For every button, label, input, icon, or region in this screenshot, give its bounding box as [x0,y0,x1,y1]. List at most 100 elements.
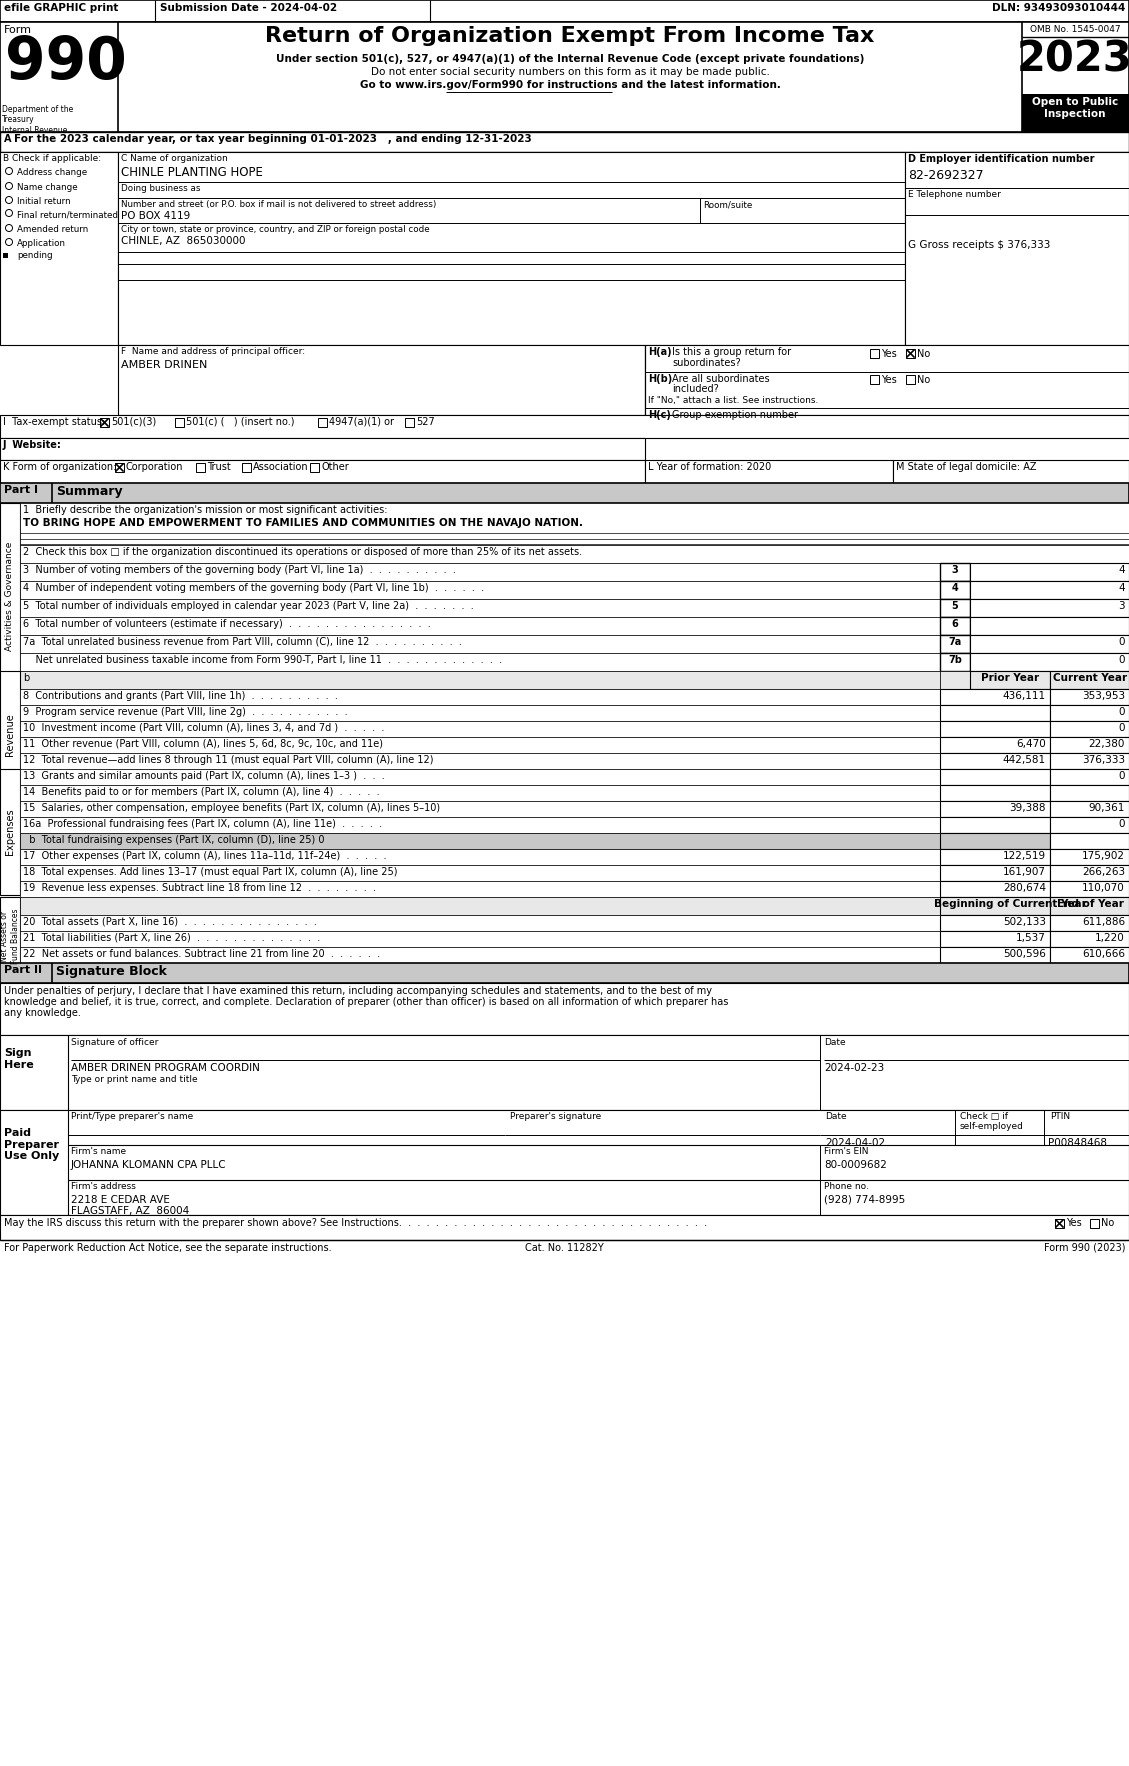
Text: E Telephone number: E Telephone number [908,191,1001,200]
Bar [0,984,1129,1035]
Text: (928) 774-8995: (928) 774-8995 [824,1196,905,1204]
Bar [310,463,320,472]
Bar [20,834,940,849]
Text: Under penalties of perjury, I declare that I have examined this return, includin: Under penalties of perjury, I declare th… [5,985,712,996]
Bar [20,786,940,802]
Text: 3: 3 [1119,600,1124,611]
Bar [196,463,205,472]
Bar [940,897,1050,915]
Text: May the IRS discuss this return with the preparer shown above? See Instructions.: May the IRS discuss this return with the… [5,1219,707,1227]
Bar [0,1035,1129,1111]
Text: AMBER DRINEN PROGRAM COORDIN: AMBER DRINEN PROGRAM COORDIN [71,1063,260,1074]
Bar [940,802,1050,818]
Text: 501(c)(3): 501(c)(3) [111,417,156,427]
Text: Yes: Yes [1066,1219,1082,1227]
Text: Phone no.: Phone no. [824,1181,869,1190]
Bar [20,546,1129,563]
Bar [905,350,914,358]
Text: Go to www.irs.gov/Form990 for instructions and the latest information.: Go to www.irs.gov/Form990 for instructio… [359,79,780,90]
Text: 501(c) (   ) (insert no.): 501(c) ( ) (insert no.) [186,417,295,427]
Bar [0,438,645,459]
Bar [1050,736,1129,752]
Bar [1050,689,1129,705]
Text: 5  Total number of individuals employed in calendar year 2023 (Part V, line 2a) : 5 Total number of individuals employed i… [23,600,474,611]
Text: Department of the
Treasury
Internal Revenue: Department of the Treasury Internal Reve… [2,104,73,134]
Bar [1050,947,1129,962]
Bar [1050,849,1129,865]
Bar [940,849,1050,865]
Text: Form: Form [5,25,32,35]
Text: F  Name and address of principal officer:: F Name and address of principal officer: [121,346,305,357]
Text: Prior Year: Prior Year [981,673,1039,683]
Text: 4: 4 [952,583,959,593]
Text: OMB No. 1545-0047: OMB No. 1545-0047 [1030,25,1120,34]
Bar [20,865,940,881]
Bar [940,818,1050,834]
Text: 2218 E CEDAR AVE: 2218 E CEDAR AVE [71,1196,169,1204]
Text: 122,519: 122,519 [1003,851,1045,862]
Text: 3  Number of voting members of the governing body (Part VI, line 1a)  .  .  .  .: 3 Number of voting members of the govern… [23,565,456,576]
Text: 175,902: 175,902 [1082,851,1124,862]
Text: Net Assets or
Fund Balances: Net Assets or Fund Balances [0,908,19,964]
Bar [940,689,1050,705]
Bar [893,459,1129,482]
Text: Doing business as: Doing business as [121,184,201,192]
Text: TO BRING HOPE AND EMPOWERMENT TO FAMILIES AND COMMUNITIES ON THE NAVAJO NATION.: TO BRING HOPE AND EMPOWERMENT TO FAMILIE… [23,517,583,528]
Text: J  Website:: J Website: [3,440,62,450]
Text: Current Year: Current Year [1053,673,1127,683]
Text: 80-0009682: 80-0009682 [824,1160,887,1171]
Bar [20,752,940,768]
Text: B Check if applicable:: B Check if applicable: [3,154,102,162]
Bar [940,931,1050,947]
Bar [905,374,914,383]
Text: G Gross receipts $ 376,333: G Gross receipts $ 376,333 [908,240,1050,251]
Text: 6,470: 6,470 [1016,738,1045,749]
Text: Is this a group return for: Is this a group return for [672,346,791,357]
Bar [940,947,1050,962]
Bar [940,653,970,671]
Bar [1054,1219,1064,1227]
Text: Signature Block: Signature Block [56,964,167,978]
Bar [20,581,940,599]
Text: 4: 4 [1119,583,1124,593]
Bar [940,599,970,616]
Bar [1050,705,1129,721]
Bar [1050,802,1129,818]
Bar [405,419,414,427]
Bar [970,599,1129,616]
Text: 0: 0 [1119,706,1124,717]
Bar [940,563,970,581]
Text: 82-2692327: 82-2692327 [908,170,983,182]
Text: included?: included? [672,383,719,394]
Text: 610,666: 610,666 [1082,948,1124,959]
Text: pending: pending [17,251,53,260]
Text: Revenue: Revenue [5,713,15,756]
Bar [20,736,940,752]
Bar [0,152,119,344]
Text: 442,581: 442,581 [1003,756,1045,765]
Bar [970,616,1129,636]
Bar [940,786,1050,802]
Text: City or town, state or province, country, and ZIP or foreign postal code: City or town, state or province, country… [121,224,430,235]
Bar [1050,786,1129,802]
Text: Sign
Here: Sign Here [5,1047,34,1070]
Bar [20,802,940,818]
Text: Under section 501(c), 527, or 4947(a)(1) of the Internal Revenue Code (except pr: Under section 501(c), 527, or 4947(a)(1)… [275,55,864,64]
Text: Trust: Trust [207,463,230,472]
Text: Net unrelated business taxable income from Form 990-T, Part I, line 11  .  .  . : Net unrelated business taxable income fr… [23,655,502,666]
Text: Yes: Yes [881,374,896,385]
Text: Do not enter social security numbers on this form as it may be made public.: Do not enter social security numbers on … [370,67,770,78]
Bar [0,897,20,975]
Bar [0,132,1129,152]
Bar [970,671,1050,689]
Text: 1,220: 1,220 [1095,932,1124,943]
Bar [940,721,1050,736]
Text: L Year of formation: 2020: L Year of formation: 2020 [648,463,771,472]
Text: 22  Net assets or fund balances. Subtract line 21 from line 20  .  .  .  .  .  .: 22 Net assets or fund balances. Subtract… [23,948,380,959]
Bar [970,563,1129,581]
Text: FLAGSTAFF, AZ  86004: FLAGSTAFF, AZ 86004 [71,1206,190,1217]
Bar [20,671,940,689]
Text: 22,380: 22,380 [1088,738,1124,749]
Text: 8  Contributions and grants (Part VIII, line 1h)  .  .  .  .  .  .  .  .  .  .: 8 Contributions and grants (Part VIII, l… [23,691,338,701]
Text: Amended return: Amended return [17,224,88,235]
